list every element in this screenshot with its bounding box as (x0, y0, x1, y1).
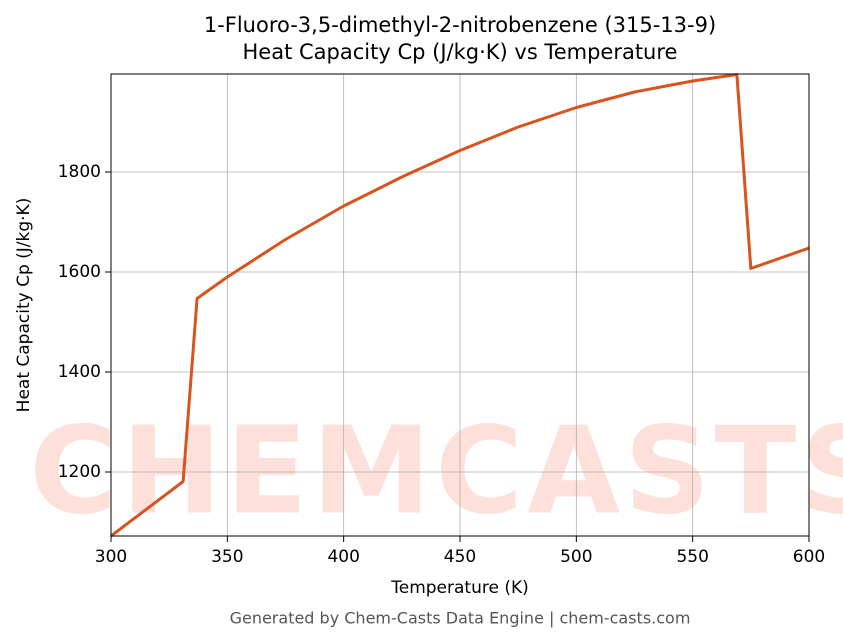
y-tick-label: 1800 (58, 162, 101, 182)
x-tick-label: 350 (211, 547, 243, 567)
x-tick-label: 500 (560, 547, 592, 567)
x-tick-label: 600 (793, 547, 825, 567)
y-tick-label: 1200 (58, 462, 101, 482)
x-tick-label: 300 (95, 547, 127, 567)
chart-subtitle: Heat Capacity Cp (J/kg·K) vs Temperature (243, 40, 678, 64)
y-tick-label: 1400 (58, 362, 101, 382)
plot-frame (110, 73, 810, 537)
footer: Generated by Chem-Casts Data Engine | ch… (230, 609, 691, 628)
x-axis-label: Temperature (K) (390, 578, 529, 598)
x-tick-label: 450 (444, 547, 476, 567)
x-tick-label: 550 (676, 547, 708, 567)
x-tick-label: 400 (327, 547, 359, 567)
y-axis-label: Heat Capacity Cp (J/kg·K) (14, 198, 34, 413)
y-tick-label: 1600 (58, 262, 101, 282)
data-line (110, 73, 810, 538)
chart-title: 1-Fluoro-3,5-dimethyl-2-nitrobenzene (31… (204, 13, 716, 37)
